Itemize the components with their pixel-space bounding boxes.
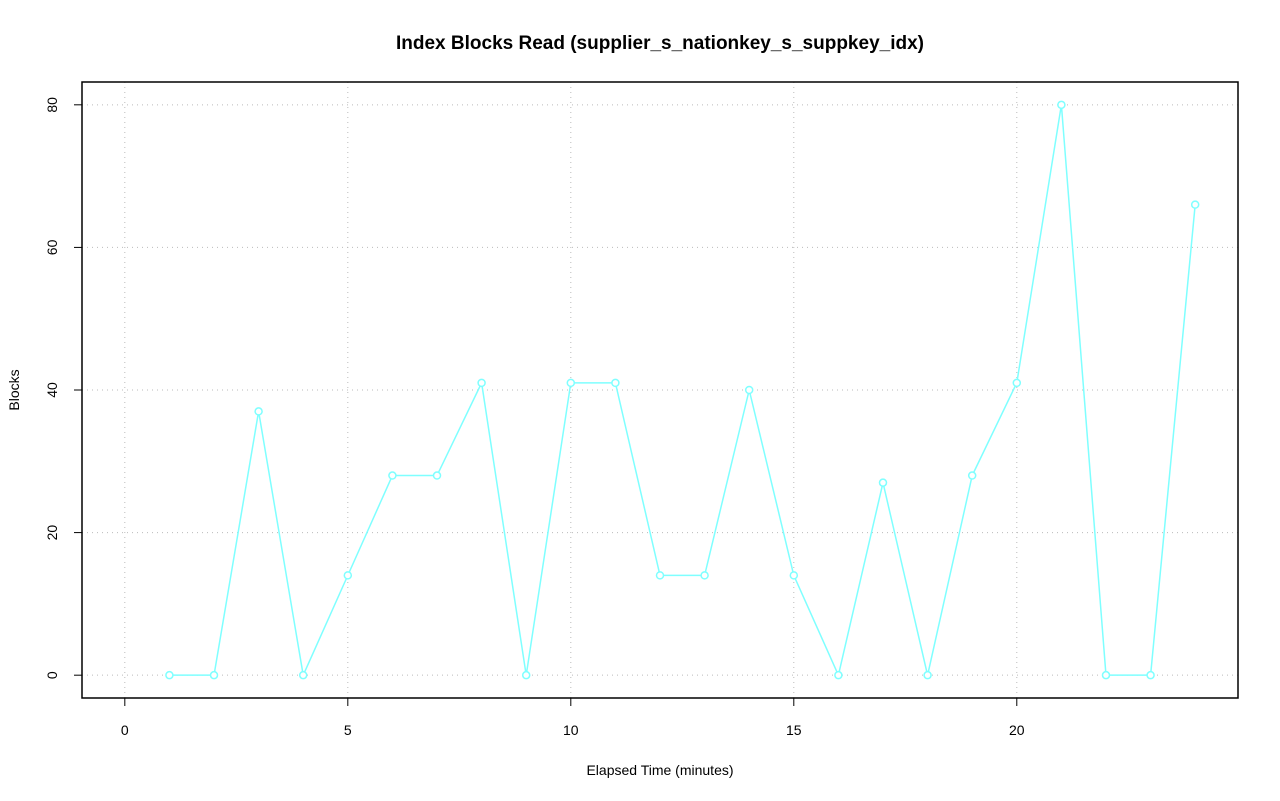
x-tick-label: 15: [786, 722, 802, 738]
data-point: [655, 571, 665, 580]
data-point: [611, 378, 620, 388]
data-point: [1101, 670, 1111, 680]
data-point: [1190, 200, 1200, 209]
y-tick-label: 40: [44, 382, 60, 398]
data-point: [521, 670, 531, 680]
data-point: [254, 407, 263, 416]
data-point: [477, 378, 486, 388]
data-point: [923, 670, 932, 680]
x-tick-label: 0: [121, 722, 129, 738]
x-tick-label: 20: [1009, 722, 1025, 738]
x-tick-label: 10: [563, 722, 579, 738]
data-point: [1146, 670, 1155, 680]
data-point: [878, 478, 888, 487]
data-point: [343, 571, 353, 580]
data-point: [1012, 378, 1022, 388]
data-point: [744, 385, 754, 395]
data-point: [789, 571, 799, 580]
data-point: [388, 471, 397, 480]
data-point: [700, 571, 709, 580]
data-point: [834, 670, 843, 680]
data-line: [169, 104, 1196, 678]
data-point: [298, 670, 308, 680]
data-point: [967, 471, 977, 480]
data-point: [432, 471, 442, 480]
y-tick-label: 60: [44, 239, 60, 255]
y-tick-label: 20: [44, 525, 60, 541]
x-tick-label: 5: [344, 722, 352, 738]
plot-frame: [81, 81, 1239, 699]
data-point: [209, 670, 219, 680]
data-point: [566, 378, 576, 388]
data-point: [165, 670, 174, 680]
y-tick-label: 0: [44, 671, 60, 679]
y-tick-label: 80: [44, 97, 60, 113]
x-axis-label: Elapsed Time (minutes): [586, 762, 733, 778]
data-point: [1057, 100, 1066, 110]
chart-title: Index Blocks Read (supplier_s_nationkey_…: [396, 33, 924, 54]
y-axis-label: Blocks: [6, 369, 22, 410]
